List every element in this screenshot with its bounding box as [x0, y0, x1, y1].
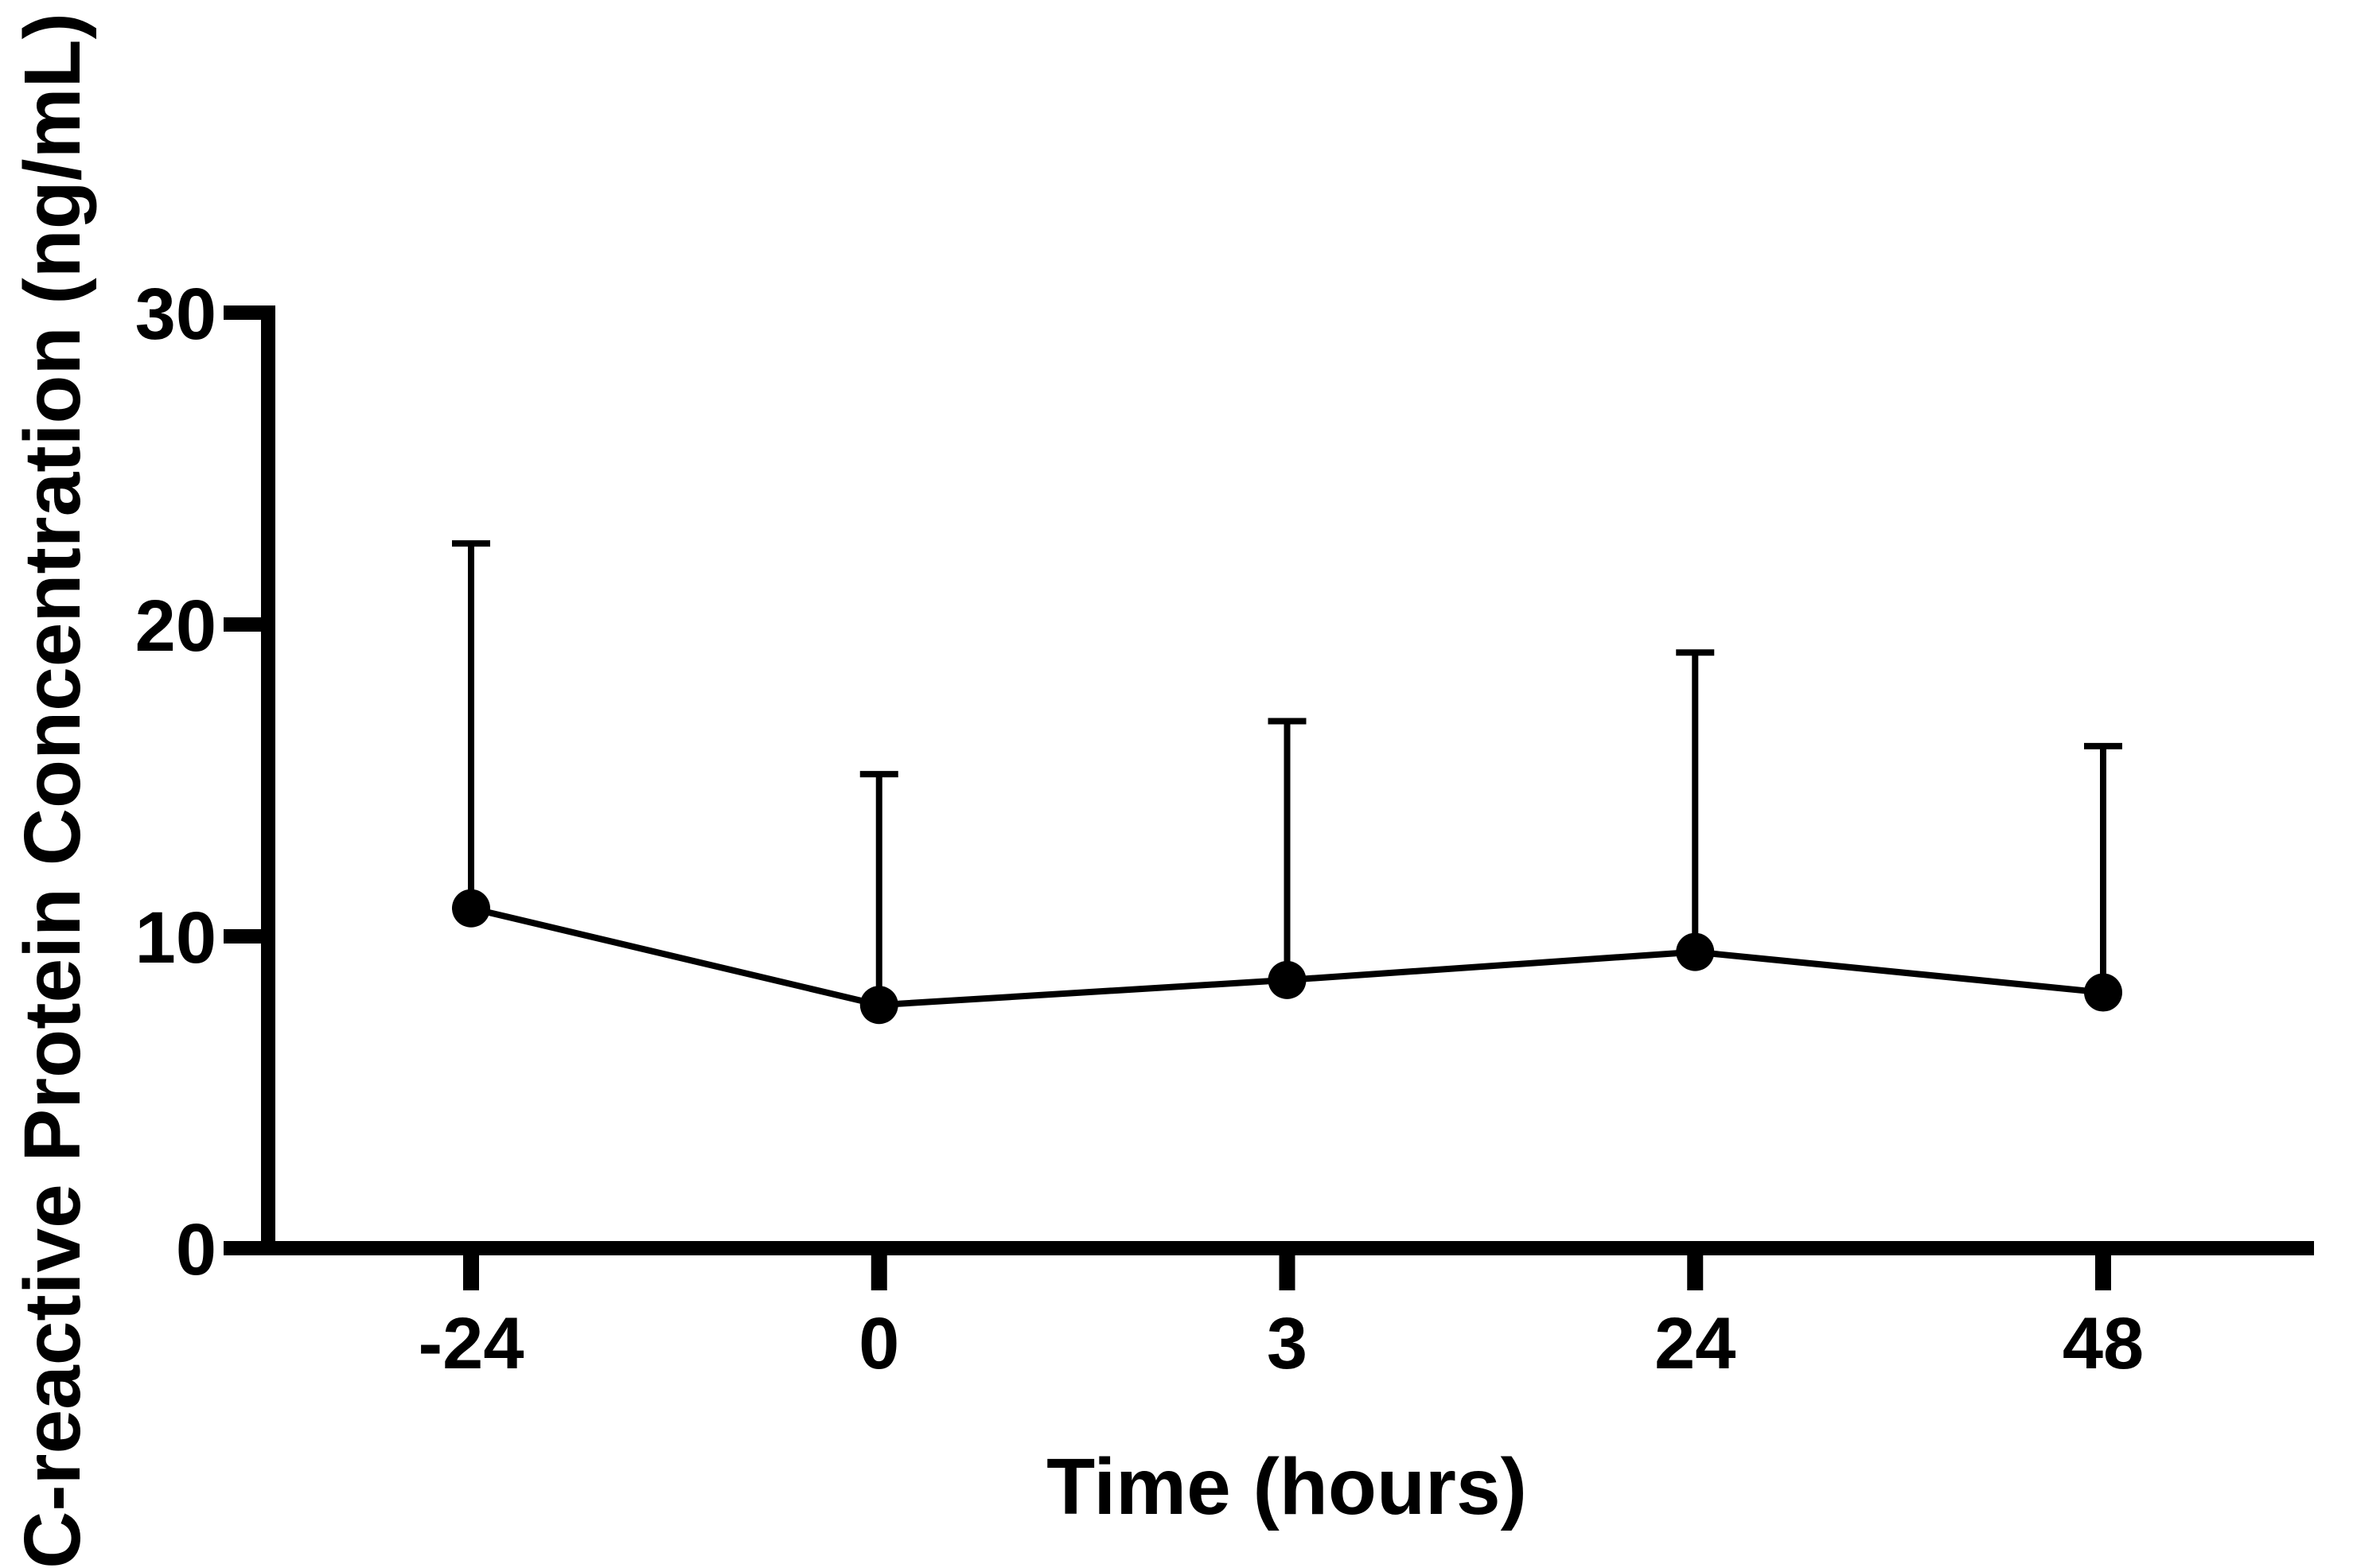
x-tick-label: -24: [419, 1303, 524, 1384]
y-axis-title: C-reactive Protein Concentration (ng/mL): [8, 13, 97, 1568]
x-tick: [1279, 1255, 1295, 1290]
x-tick: [871, 1255, 887, 1290]
x-tick-label: 24: [1654, 1303, 1736, 1384]
data-point-marker: [859, 986, 898, 1025]
x-tick-label: 0: [859, 1303, 899, 1384]
x-tick: [1687, 1255, 1704, 1290]
x-tick: [2095, 1255, 2111, 1290]
y-tick: [224, 1241, 261, 1255]
y-tick-label: 30: [135, 274, 216, 355]
y-tick: [224, 929, 261, 944]
y-axis-line: [261, 305, 275, 1255]
data-point-marker: [2084, 973, 2122, 1012]
x-axis-title: Time (hours): [1046, 1442, 1527, 1531]
x-axis-line: [261, 1241, 2314, 1255]
x-tick-label: 3: [1267, 1303, 1307, 1384]
plot-group: 0 10 20 30 -24 0 3 24 48: [135, 274, 2314, 1384]
y-tick: [224, 305, 261, 320]
x-tick-label: 48: [2063, 1303, 2144, 1384]
y-tick: [224, 617, 261, 632]
data-point-marker: [452, 889, 490, 928]
data-point-marker: [1676, 932, 1715, 971]
y-tick-label: 10: [135, 897, 216, 979]
y-tick-label: 20: [135, 586, 216, 667]
y-tick-label: 0: [176, 1209, 216, 1290]
data-point-marker: [1268, 960, 1307, 999]
x-tick: [463, 1255, 479, 1290]
